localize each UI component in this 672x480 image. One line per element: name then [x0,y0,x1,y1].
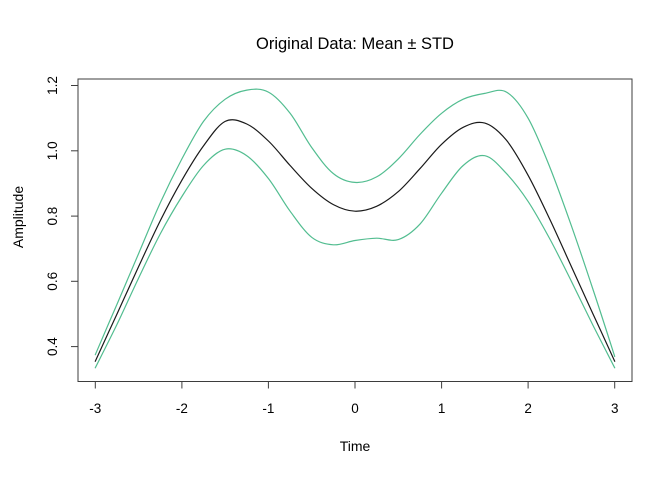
series-lines [94,88,616,369]
x-tick-label: 3 [611,401,619,416]
y-tick-label: 0.8 [45,207,60,226]
x-tick-label: -2 [176,401,188,416]
chart-title: Original Data: Mean ± STD [256,35,454,53]
series-line-mean_minus_std [94,148,616,369]
x-tick-label: 1 [438,401,446,416]
y-tick-label: 0.4 [45,337,60,356]
x-axis: -3 -2 -1 0 1 2 3 [89,381,619,416]
series-line-mean_plus_std [94,88,616,357]
y-tick-label: 1.0 [45,141,60,160]
y-tick-label: 1.2 [45,76,60,95]
plot-box [77,78,633,382]
x-axis-label: Time [340,438,371,454]
x-tick-label: 0 [351,401,359,416]
x-tick-label: -1 [262,401,274,416]
y-axis: 0.4 0.6 0.8 1.0 1.2 [45,76,78,356]
x-tick-label: -3 [89,401,101,416]
y-axis-label: Amplitude [10,186,26,248]
series-line-mean [94,119,616,362]
y-tick-label: 0.6 [45,272,60,291]
x-tick-label: 2 [524,401,532,416]
